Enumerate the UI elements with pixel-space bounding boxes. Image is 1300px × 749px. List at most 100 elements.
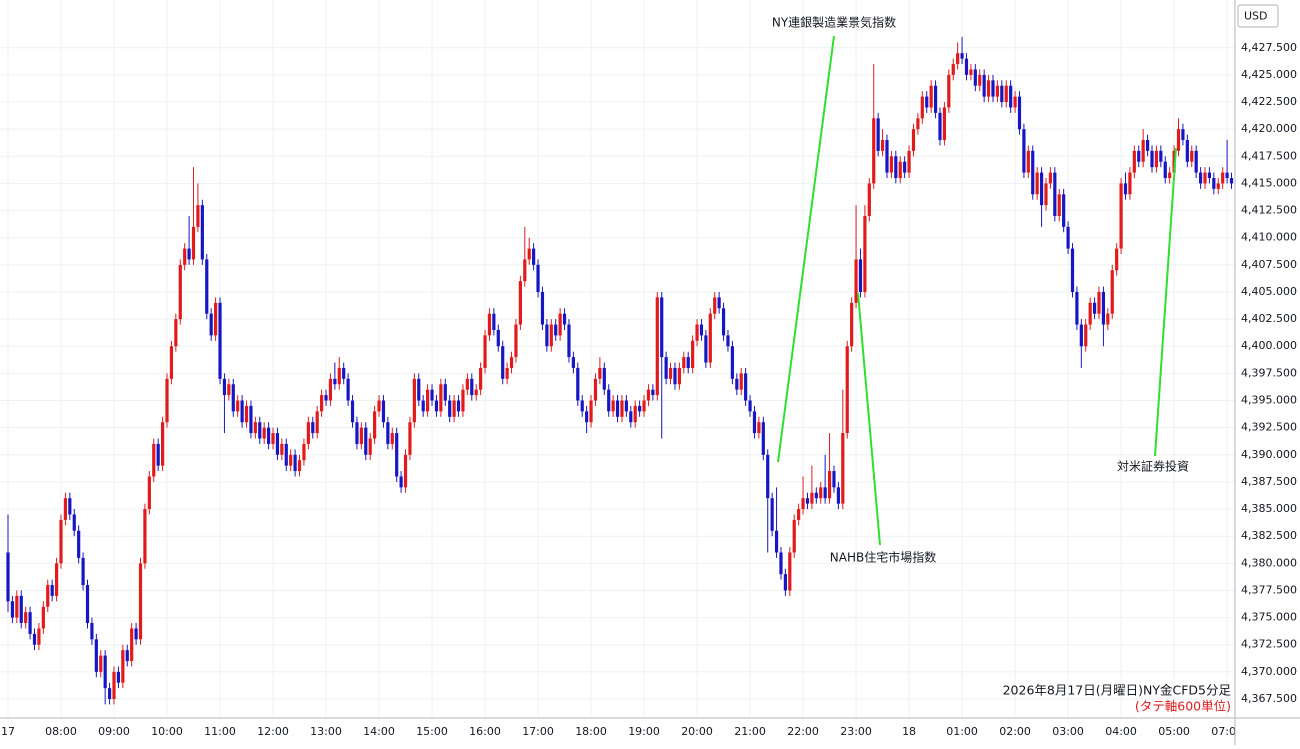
y-tick-label: 4,427.500	[1241, 41, 1297, 54]
candle-body	[903, 161, 907, 173]
candle-body	[1115, 248, 1119, 271]
candle-body	[1039, 172, 1044, 206]
candle-body	[368, 438, 372, 455]
candle-body	[819, 487, 823, 499]
candle-body	[947, 74, 951, 108]
y-tick-label: 4,372.500	[1241, 638, 1297, 651]
x-tick-label: 15:00	[416, 725, 448, 738]
candle-body	[262, 427, 266, 439]
candle-body	[461, 389, 465, 412]
candle-body	[483, 335, 487, 368]
candle-body	[403, 454, 408, 488]
candle-body	[1110, 270, 1114, 314]
candle-body	[1031, 150, 1035, 195]
candle-body	[90, 623, 94, 640]
x-tick-label: 05:00	[1158, 725, 1190, 738]
candle-body	[607, 389, 611, 412]
candle-body	[863, 215, 867, 292]
x-axis: 17 08:00 09:00 10:00 11:00 12:00 13:00 14:00 15:…	[1, 725, 1235, 738]
candle-body	[832, 471, 836, 488]
x-tick-label: 22:00	[787, 725, 819, 738]
candle-body	[222, 378, 227, 396]
candle-body	[748, 400, 752, 412]
candle-body	[554, 324, 558, 336]
candle-body	[730, 346, 734, 379]
candle-body	[686, 357, 690, 368]
candle-body	[1035, 172, 1039, 195]
candle-body	[399, 476, 403, 488]
candle-body	[872, 118, 876, 184]
candle-body	[933, 85, 938, 113]
candle-body	[501, 346, 505, 379]
x-tick-label: 19:00	[628, 725, 660, 738]
candle-body	[951, 64, 955, 75]
candle-body	[227, 384, 231, 396]
candle-body	[160, 422, 165, 466]
candle-body	[244, 405, 249, 423]
candle-body	[355, 422, 359, 444]
candle-body	[112, 671, 116, 700]
candle-body	[651, 389, 655, 396]
candle-body	[889, 156, 893, 173]
x-tick-label: 14:00	[363, 725, 395, 738]
candle-body	[103, 655, 107, 689]
candle-body	[59, 519, 63, 564]
candle-body	[744, 373, 748, 401]
candle-body	[421, 400, 425, 412]
x-tick-label: 08:00	[45, 725, 77, 738]
candle-body	[267, 427, 271, 444]
candle-body	[134, 628, 138, 640]
candle-body	[63, 498, 68, 520]
candle-body	[452, 400, 456, 417]
candle-body	[836, 487, 840, 504]
candle-body	[801, 498, 805, 510]
annotation: 対米証券投資	[1117, 459, 1189, 474]
candle-body	[1176, 129, 1181, 151]
candle-body	[717, 297, 721, 309]
candle-body	[302, 443, 306, 461]
candle-body	[19, 595, 23, 624]
candle-body	[770, 498, 774, 531]
candle-body	[1070, 248, 1075, 292]
candle-body	[779, 552, 783, 575]
candle-body	[655, 297, 659, 396]
candle-body	[523, 259, 527, 282]
candle-body	[249, 405, 253, 434]
candle-body	[642, 400, 646, 412]
candle-body	[306, 422, 310, 444]
candle-body	[589, 400, 593, 423]
candle-body	[130, 628, 134, 662]
candle-body	[6, 552, 10, 602]
y-tick-label: 4,400.000	[1241, 339, 1297, 352]
candle-body	[585, 411, 589, 423]
candle-body	[1009, 85, 1013, 108]
candle-body	[328, 378, 333, 401]
candle-body	[311, 422, 315, 434]
candle-body	[956, 53, 960, 65]
candle-body	[602, 367, 606, 390]
candle-body	[10, 601, 15, 618]
candle-body	[439, 384, 443, 412]
y-tick-label: 4,370.000	[1241, 665, 1297, 678]
candle-body	[1216, 183, 1220, 189]
candle-body	[1168, 172, 1172, 179]
y-tick-label: 4,420.000	[1241, 122, 1297, 135]
x-tick-label: 12:00	[257, 725, 289, 738]
candle-body	[1150, 150, 1154, 168]
candle-body	[1225, 172, 1229, 179]
candle-body	[629, 411, 633, 423]
candle-body	[677, 367, 681, 385]
candle-body	[938, 112, 942, 141]
x-tick-label: 21:00	[734, 725, 766, 738]
candle-body	[558, 313, 562, 336]
candle-body	[390, 433, 394, 444]
candle-body	[562, 313, 567, 325]
y-tick-label: 4,392.500	[1241, 421, 1297, 434]
candle-body	[386, 422, 390, 444]
candle-body	[505, 367, 509, 379]
candle-body	[236, 400, 240, 412]
y-tick-label: 4,380.000	[1241, 556, 1297, 569]
candle-body	[187, 248, 191, 260]
candle-body	[598, 367, 602, 379]
